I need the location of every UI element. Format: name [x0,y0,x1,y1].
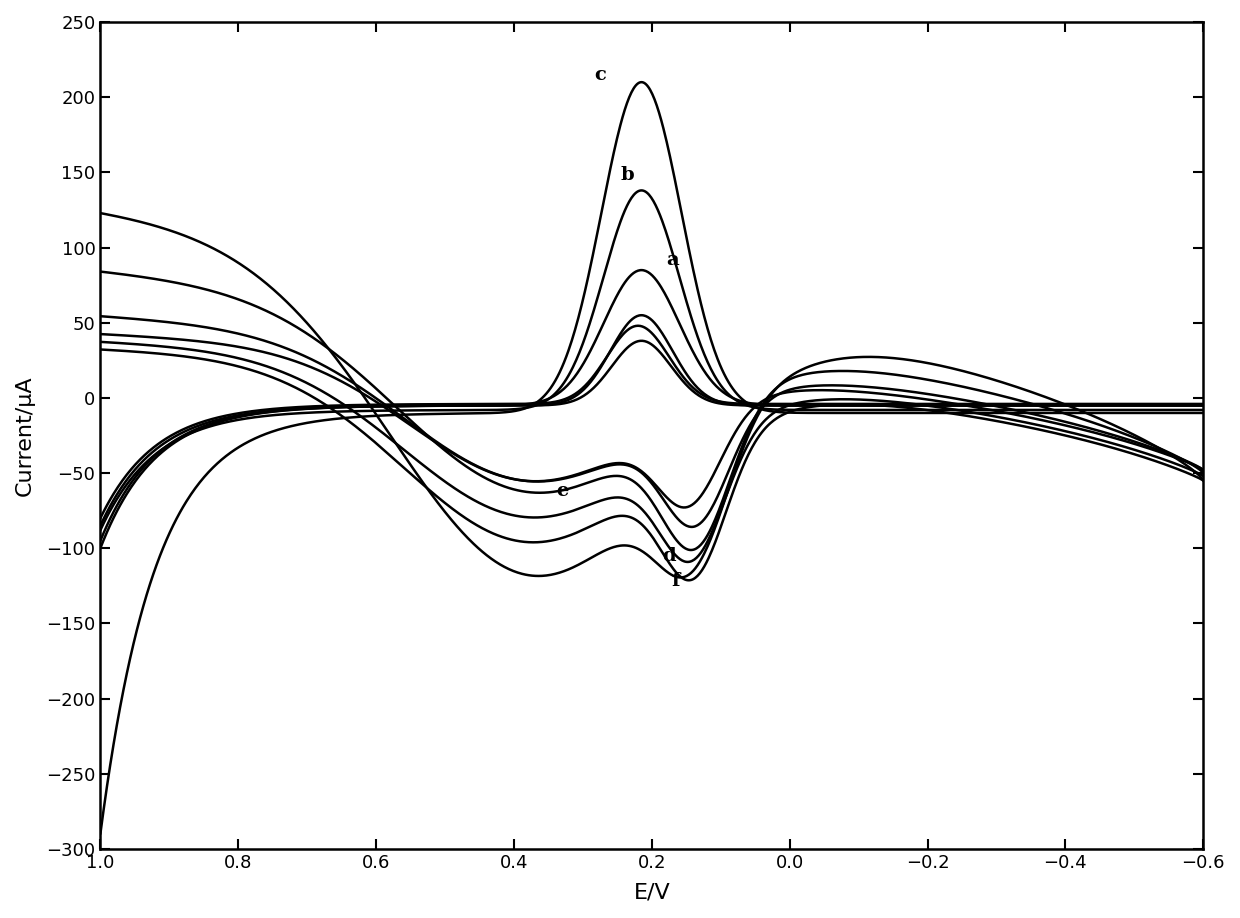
Text: f: f [672,572,680,590]
Text: a: a [666,251,678,269]
X-axis label: E/V: E/V [634,883,670,903]
Y-axis label: Current/μA: Current/μA [15,375,35,496]
Text: e: e [556,482,568,500]
Text: b: b [621,166,635,185]
Text: d: d [662,547,676,565]
Text: c: c [594,65,606,84]
